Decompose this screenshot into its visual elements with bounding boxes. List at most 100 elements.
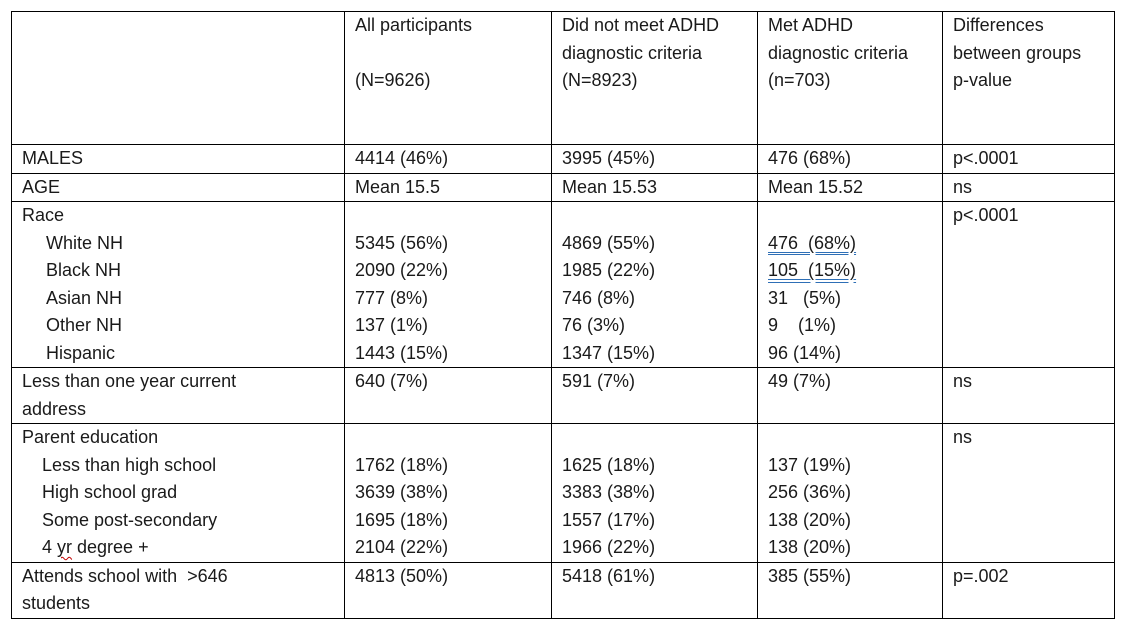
cell-all: 5345 (56%) 2090 (22%) 777 (8%) 137 (1%) … [344, 201, 552, 368]
spacer [562, 424, 747, 451]
education-not-met-value: 1557 (17%) [562, 509, 656, 530]
row-label: Less than one year current address [11, 367, 345, 424]
race-met-value: 105 (15%) [768, 257, 932, 285]
header-did-not-meet-label: Did not meet ADHD diagnostic criteria [562, 15, 720, 63]
race-met-value: 31 (5%) [768, 287, 842, 308]
header-p-value-label: p-value [953, 70, 1013, 90]
race-not-met-value: 1985 (22%) [562, 260, 656, 280]
cell-met: 476 (68%) [757, 144, 943, 174]
education-met-value: 256 (36%) [768, 482, 852, 502]
cell-met: 476 (68%) 105 (15%) 31 (5%) 9 (1%) 96 (1… [757, 201, 943, 368]
education-item-label: Less than high school [42, 454, 217, 475]
education-not-met-value: 1966 (22%) [562, 537, 656, 557]
race-met-value: 476 (68%) [768, 230, 932, 258]
cell-all: 640 (7%) [344, 367, 552, 424]
spacer [355, 424, 541, 451]
table-row: Less than one year current address 640 (… [11, 367, 1115, 424]
education-not-met-value: 3383 (38%) [562, 482, 656, 502]
race-label: Race [22, 205, 65, 225]
cell-not-met: 4869 (55%) 1985 (22%) 746 (8%) 76 (3%) 1… [551, 201, 758, 368]
cell-met: 49 (7%) [757, 367, 943, 424]
race-not-met-value: 1347 (15%) [562, 342, 656, 363]
cell-met: 137 (19%) 256 (36%) 138 (20%) 138 (20%) [757, 423, 943, 563]
spacer [768, 203, 932, 230]
cell-all: Mean 15.5 [344, 172, 552, 202]
spacer [768, 424, 932, 451]
education-label: Parent education [22, 427, 159, 447]
cell-all: 4813 (50%) [344, 561, 552, 619]
cell-p-value: ns [942, 172, 1115, 202]
row-label: MALES [11, 144, 345, 174]
row-label: Attends school with >646 students [11, 561, 345, 619]
race-not-met-value: 4869 (55%) [562, 232, 656, 253]
cell-p-value: p=.002 [942, 561, 1115, 619]
education-all-value: 3639 (38%) [355, 482, 449, 502]
cell-p-value: ns [942, 423, 1115, 563]
header-differences: Differences between groups p-value [942, 11, 1115, 145]
race-met-value-text: 476 (68%) [768, 232, 857, 253]
cell-not-met: 591 (7%) [551, 367, 758, 424]
race-all-value: 137 (1%) [355, 315, 429, 335]
education-all-value: 1762 (18%) [355, 454, 449, 475]
header-all-participants-n: (N=9626) [355, 70, 431, 90]
header-all-participants: All participants (N=9626) [344, 11, 552, 145]
education-met-value: 138 (20%) [768, 509, 852, 530]
race-item-label: Other NH [46, 315, 123, 335]
table-row: Race White NH Black NH Asian NH Other NH… [11, 201, 1115, 368]
cell-not-met: 3995 (45%) [551, 144, 758, 174]
race-met-value: 96 (14%) [768, 342, 842, 363]
cell-p-value: ns [942, 367, 1115, 424]
spelling-flagged-text: yr [57, 537, 73, 557]
table-row: MALES 4414 (46%) 3995 (45%) 476 (68%) p<… [11, 144, 1115, 174]
cell-all: 4414 (46%) [344, 144, 552, 174]
header-met-criteria-label: Met ADHD diagnostic criteria [768, 15, 909, 63]
table-row: AGE Mean 15.5 Mean 15.53 Mean 15.52 ns [11, 172, 1115, 202]
race-not-met-value: 76 (3%) [562, 315, 626, 335]
cell-not-met: Mean 15.53 [551, 172, 758, 202]
table-row: Attends school with >646 students 4813 (… [11, 561, 1115, 619]
header-did-not-meet: Did not meet ADHD diagnostic criteria (N… [551, 11, 758, 145]
header-met-criteria-n: (n=703) [768, 70, 831, 90]
race-all-value: 1443 (15%) [355, 342, 449, 363]
spacer [355, 203, 541, 230]
header-met-criteria: Met ADHD diagnostic criteria (n=703) [757, 11, 943, 145]
spacer [355, 40, 541, 68]
row-label-race: Race White NH Black NH Asian NH Other NH… [11, 201, 345, 368]
education-item-label: High school grad [42, 482, 178, 502]
education-item-label-part: degree + [72, 537, 149, 557]
race-item-label: White NH [46, 232, 124, 253]
race-met-value: 9 (1%) [768, 315, 837, 335]
race-item-label: Hispanic [46, 342, 116, 363]
education-item-label-part: 4 [42, 537, 58, 557]
education-met-value: 138 (20%) [768, 537, 852, 557]
race-item-label: Asian NH [46, 287, 123, 308]
race-met-value-text: 105 (15%) [768, 260, 857, 280]
cell-all: 1762 (18%) 3639 (38%) 1695 (18%) 2104 (2… [344, 423, 552, 563]
cell-p-value: p<.0001 [942, 144, 1115, 174]
cell-not-met: 5418 (61%) [551, 561, 758, 619]
cell-met: 385 (55%) [757, 561, 943, 619]
education-met-value: 137 (19%) [768, 454, 852, 475]
cell-not-met: 1625 (18%) 3383 (38%) 1557 (17%) 1966 (2… [551, 423, 758, 563]
cell-p-value: p<.0001 [942, 201, 1115, 368]
race-item-label: Black NH [46, 260, 122, 280]
race-all-value: 2090 (22%) [355, 260, 449, 280]
header-did-not-meet-n: (N=8923) [562, 70, 638, 90]
row-label-education: Parent education Less than high school H… [11, 423, 345, 563]
education-item-label: 4 yr degree + [22, 534, 334, 561]
education-all-value: 2104 (22%) [355, 537, 449, 557]
header-differences-label: Differences between groups [953, 15, 1082, 63]
spacer [562, 203, 747, 230]
header-all-participants-label: All participants [355, 15, 473, 35]
race-all-value: 5345 (56%) [355, 232, 449, 253]
race-all-value: 777 (8%) [355, 287, 429, 308]
header-empty-cell [11, 11, 345, 145]
header-row: All participants (N=9626) Did not meet A… [11, 11, 1115, 145]
education-not-met-value: 1625 (18%) [562, 454, 656, 475]
education-item-label: Some post-secondary [42, 509, 218, 530]
table-row: Parent education Less than high school H… [11, 423, 1115, 563]
race-not-met-value: 746 (8%) [562, 287, 636, 308]
demographics-table: All participants (N=9626) Did not meet A… [11, 11, 1115, 619]
row-label: AGE [11, 172, 345, 202]
education-all-value: 1695 (18%) [355, 509, 449, 530]
